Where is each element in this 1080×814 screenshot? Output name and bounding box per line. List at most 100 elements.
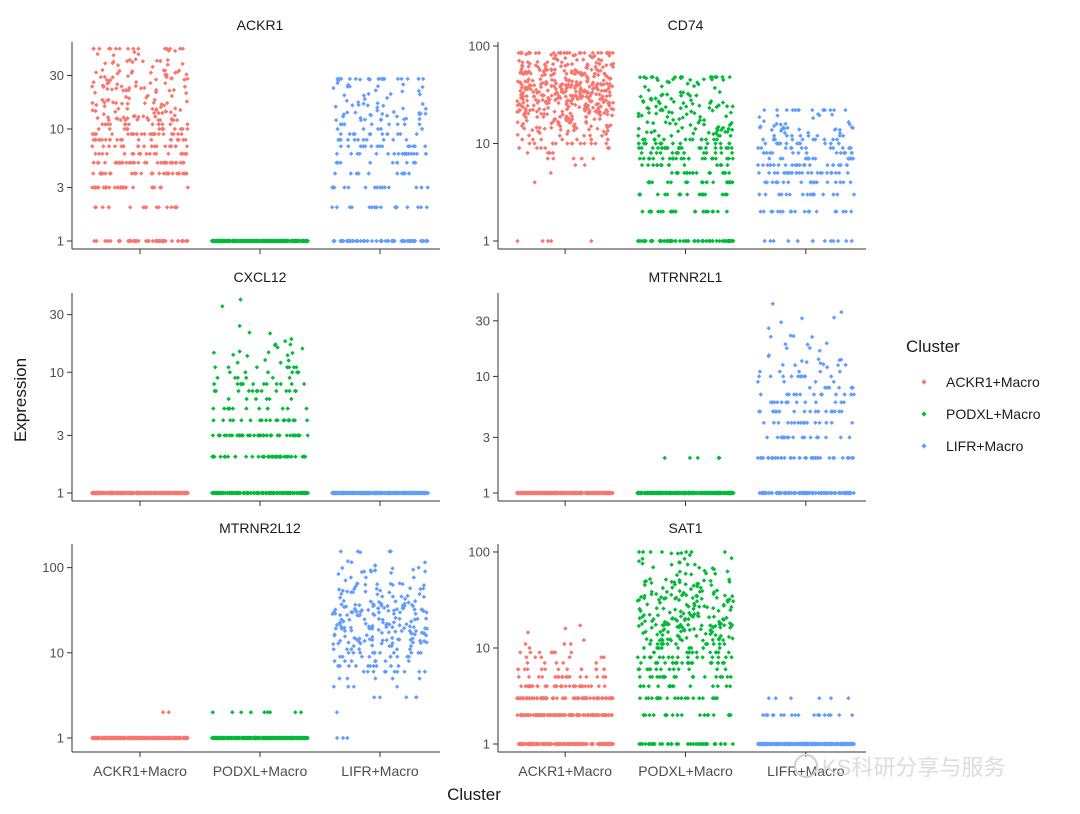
data-point xyxy=(362,96,367,102)
data-point xyxy=(567,684,572,689)
data-point xyxy=(534,90,540,95)
data-point xyxy=(760,162,766,168)
data-point xyxy=(839,409,844,414)
data-point xyxy=(562,50,567,56)
data-point xyxy=(398,490,404,496)
data-point xyxy=(393,629,398,634)
data-point xyxy=(376,610,382,615)
data-point xyxy=(821,490,826,496)
data-point xyxy=(661,137,667,142)
data-point xyxy=(399,238,404,244)
data-point xyxy=(364,633,369,638)
data-point xyxy=(659,238,664,244)
data-point xyxy=(848,392,854,397)
data-point xyxy=(818,361,823,366)
data-point xyxy=(254,365,260,370)
data-point xyxy=(573,102,578,108)
data-point xyxy=(419,607,425,613)
data-point xyxy=(392,238,397,244)
data-point xyxy=(174,490,179,496)
data-point xyxy=(525,630,531,635)
data-point xyxy=(284,238,290,244)
data-point xyxy=(95,490,101,496)
data-point xyxy=(641,156,646,161)
data-point xyxy=(525,85,531,90)
data-point xyxy=(162,46,168,51)
data-point xyxy=(570,96,575,102)
data-point xyxy=(637,156,642,161)
data-point xyxy=(379,603,384,608)
data-point xyxy=(288,342,293,347)
data-point xyxy=(828,141,833,146)
data-point xyxy=(135,490,140,496)
data-point xyxy=(212,454,217,459)
data-point xyxy=(579,88,584,93)
data-point xyxy=(655,145,661,151)
data-point xyxy=(124,160,129,165)
data-point xyxy=(273,454,278,459)
data-point xyxy=(244,396,249,402)
data-point xyxy=(553,53,558,58)
data-point xyxy=(417,122,422,127)
data-point xyxy=(424,626,430,631)
data-point xyxy=(515,238,520,244)
data-point xyxy=(411,567,416,572)
data-point xyxy=(540,80,545,86)
data-point xyxy=(353,110,358,115)
data-point xyxy=(670,150,675,156)
data-point xyxy=(362,617,367,622)
data-point xyxy=(154,108,159,113)
data-point xyxy=(636,114,641,119)
data-point xyxy=(727,122,732,128)
data-point xyxy=(800,192,805,197)
data-point xyxy=(586,127,592,132)
data-point xyxy=(571,93,576,98)
data-point xyxy=(122,151,127,156)
data-point xyxy=(675,170,680,176)
data-point xyxy=(651,162,656,168)
data-point xyxy=(541,93,546,98)
x-tick-label: ACKR1+Macro xyxy=(93,763,187,779)
data-point xyxy=(716,103,721,108)
data-point xyxy=(142,131,147,137)
data-point xyxy=(331,647,336,652)
data-point xyxy=(180,735,185,741)
data-point xyxy=(811,392,817,397)
data-point xyxy=(103,61,108,66)
data-point xyxy=(376,627,381,633)
data-point xyxy=(395,131,401,137)
data-point xyxy=(117,68,122,74)
data-point xyxy=(542,111,547,117)
data-point xyxy=(111,53,116,58)
data-point xyxy=(408,637,413,643)
data-point xyxy=(823,409,829,414)
data-point xyxy=(604,81,610,86)
data-point xyxy=(110,735,115,741)
data-point xyxy=(588,490,593,496)
data-point xyxy=(96,160,101,165)
data-point xyxy=(807,345,812,351)
data-point xyxy=(659,490,664,496)
data-point xyxy=(166,710,171,715)
data-point xyxy=(168,137,174,142)
data-point xyxy=(795,238,800,244)
data-point xyxy=(710,108,715,113)
data-point xyxy=(543,64,548,69)
data-point xyxy=(411,575,416,580)
data-point xyxy=(220,304,225,309)
data-point xyxy=(580,684,585,689)
data-point xyxy=(653,141,658,146)
data-point xyxy=(649,238,654,244)
data-point xyxy=(602,110,607,116)
data-point xyxy=(818,490,823,496)
data-point xyxy=(369,144,374,149)
data-point xyxy=(370,637,375,643)
data-point xyxy=(771,133,777,138)
data-point xyxy=(551,156,556,161)
data-point xyxy=(771,420,777,425)
data-point xyxy=(185,185,191,190)
data-point xyxy=(587,133,593,138)
data-point xyxy=(797,162,802,168)
data-point xyxy=(818,369,823,374)
data-point xyxy=(639,490,645,496)
